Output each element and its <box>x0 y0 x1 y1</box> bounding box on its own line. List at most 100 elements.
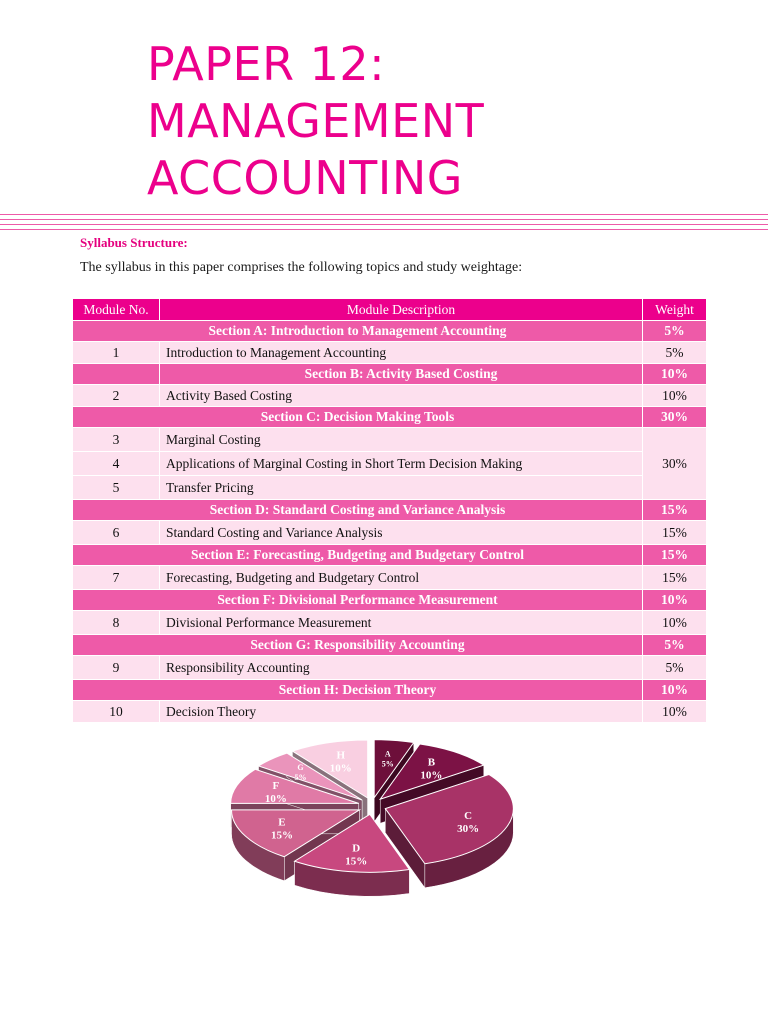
section-title: Section E: Forecasting, Budgeting and Bu… <box>72 544 643 566</box>
module-description: Transfer Pricing <box>159 475 643 500</box>
table-row: 7 Forecasting, Budgeting and Budgetary C… <box>72 565 707 590</box>
section-row: Section A: Introduction to Management Ac… <box>72 320 707 342</box>
section-row: Section F: Divisional Performance Measur… <box>72 589 707 611</box>
section-title: Section D: Standard Costing and Variance… <box>72 499 643 521</box>
section-weight: 15% <box>642 544 707 566</box>
section-weight: 5% <box>642 634 707 656</box>
divider-rule <box>0 224 768 225</box>
title-line-2: MANAGEMENT <box>147 94 485 148</box>
module-description: Applications of Marginal Costing in Shor… <box>159 451 643 476</box>
divider-rule <box>0 214 768 215</box>
pie-slice-letter-label: E <box>278 817 285 829</box>
module-weight: 30% <box>642 427 707 500</box>
pie-slice-top <box>230 768 359 804</box>
pie-slice-top <box>373 739 415 800</box>
pie-slice-percent-label: 5% <box>382 760 394 769</box>
module-number: 2 <box>72 384 160 407</box>
pie-slice-d: D15% <box>293 813 411 897</box>
section-blank-cell <box>72 363 160 385</box>
module-number: 4 <box>72 451 160 476</box>
module-weight: 5% <box>642 655 707 680</box>
page-title: PAPER 12: MANAGEMENT ACCOUNTING <box>147 36 484 207</box>
table-row: 3 Marginal Costing 30% <box>72 427 707 500</box>
pie-slice-letter-label: B <box>428 756 436 768</box>
pie-slice-percent-label: 15% <box>345 855 367 867</box>
pie-slice-top <box>231 809 362 858</box>
header-weight: Weight <box>642 298 707 321</box>
module-weight: 10% <box>642 700 707 723</box>
module-weight: 10% <box>642 384 707 407</box>
module-weight: 10% <box>642 610 707 635</box>
module-number: 3 <box>72 427 160 452</box>
module-number: 5 <box>72 475 160 500</box>
section-weight: 5% <box>642 320 707 342</box>
section-title: Section A: Introduction to Management Ac… <box>72 320 643 342</box>
module-description: Responsibility Accounting <box>159 655 643 680</box>
pie-slice-letter-label: F <box>273 780 280 792</box>
module-weight: 15% <box>642 520 707 545</box>
pie-slice-top <box>291 739 369 799</box>
section-title: Section C: Decision Making Tools <box>72 406 643 428</box>
section-row: Section B: Activity Based Costing 10% <box>72 363 707 385</box>
table-row: 1 Introduction to Management Accounting … <box>72 341 707 364</box>
header-description: Module Description <box>159 298 643 321</box>
pie-slice-top <box>257 752 363 801</box>
module-description: Activity Based Costing <box>159 384 643 407</box>
pie-slice-c: C30% <box>384 773 514 889</box>
table-row: 5 Transfer Pricing <box>72 475 707 500</box>
module-number: 6 <box>72 520 160 545</box>
module-description: Introduction to Management Accounting <box>159 341 643 364</box>
syllabus-table: Module No. Module Description Weight Sec… <box>72 298 707 723</box>
module-number: 10 <box>72 700 160 723</box>
title-line-1: PAPER 12: <box>147 37 386 91</box>
syllabus-heading: Syllabus Structure: <box>80 235 188 250</box>
intro-text: The syllabus in this paper comprises the… <box>80 260 523 275</box>
weightage-pie-chart: A5%H10%B10%G5%F10%C30%E15%D15% <box>230 739 514 897</box>
pie-slice-top <box>378 743 485 801</box>
section-weight: 15% <box>642 499 707 521</box>
divider-rule <box>0 229 768 230</box>
title-line-3: ACCOUNTING <box>147 151 463 205</box>
section-title: Section H: Decision Theory <box>72 679 643 701</box>
module-description: Decision Theory <box>159 700 643 723</box>
module-description: Divisional Performance Measurement <box>159 610 643 635</box>
pie-slice-letter-label: A <box>385 750 391 759</box>
header-module-no: Module No. <box>72 298 160 321</box>
table-row: 6 Standard Costing and Variance Analysis… <box>72 520 707 545</box>
section-row: Section E: Forecasting, Budgeting and Bu… <box>72 544 707 566</box>
table-row: 10 Decision Theory 10% <box>72 700 707 723</box>
module-number: 8 <box>72 610 160 635</box>
pie-slice-percent-label: 10% <box>330 763 352 775</box>
table-row: 9 Responsibility Accounting 5% <box>72 655 707 680</box>
section-weight: 10% <box>642 589 707 611</box>
section-row: Section G: Responsibility Accounting 5% <box>72 634 707 656</box>
section-row: Section H: Decision Theory 10% <box>72 679 707 701</box>
table-header-row: Module No. Module Description Weight <box>72 298 707 321</box>
section-row: Section D: Standard Costing and Variance… <box>72 499 707 521</box>
pie-slice-letter-label: H <box>336 750 345 762</box>
module-number: 1 <box>72 341 160 364</box>
pie-slice-letter-label: G <box>297 763 303 772</box>
module-weight: 5% <box>642 341 707 364</box>
pie-slice-top <box>293 813 411 873</box>
pie-slice-percent-label: 5% <box>295 773 307 782</box>
table-row: 4 Applications of Marginal Costing in Sh… <box>72 451 707 476</box>
table-row: 8 Divisional Performance Measurement 10% <box>72 610 707 635</box>
section-row: Section C: Decision Making Tools 30% <box>72 406 707 428</box>
table-row: 2 Activity Based Costing 10% <box>72 384 707 407</box>
pie-slice-top <box>384 773 514 865</box>
pie-slice-percent-label: 10% <box>420 769 442 781</box>
module-weight: 15% <box>642 565 707 590</box>
section-weight: 10% <box>642 679 707 701</box>
pie-slice-percent-label: 15% <box>271 830 293 842</box>
section-title: Section F: Divisional Performance Measur… <box>72 589 643 611</box>
section-title: Section G: Responsibility Accounting <box>72 634 643 656</box>
module-number: 9 <box>72 655 160 680</box>
pie-slice-percent-label: 10% <box>265 793 287 805</box>
module-number: 7 <box>72 565 160 590</box>
module-description: Standard Costing and Variance Analysis <box>159 520 643 545</box>
module-description: Marginal Costing <box>159 427 643 452</box>
section-title: Section B: Activity Based Costing <box>159 363 643 385</box>
pie-slice-letter-label: C <box>464 810 472 822</box>
section-weight: 30% <box>642 406 707 428</box>
